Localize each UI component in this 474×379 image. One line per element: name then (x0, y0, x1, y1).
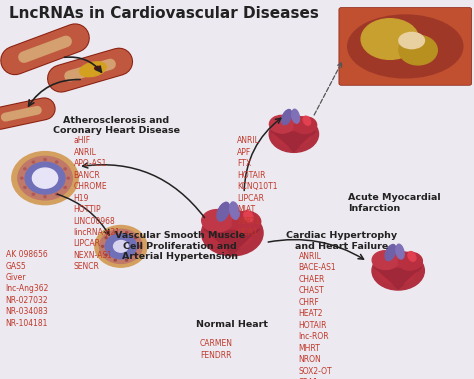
Text: Acute Myocardial
Infarction: Acute Myocardial Infarction (348, 193, 441, 213)
Circle shape (24, 186, 26, 188)
Ellipse shape (396, 246, 404, 259)
Ellipse shape (282, 110, 291, 125)
Ellipse shape (283, 110, 292, 124)
Ellipse shape (408, 252, 415, 261)
Ellipse shape (303, 117, 310, 125)
Circle shape (55, 193, 58, 195)
Circle shape (25, 162, 65, 194)
Ellipse shape (396, 244, 404, 258)
Ellipse shape (245, 211, 253, 221)
Polygon shape (273, 132, 314, 150)
Ellipse shape (374, 253, 398, 269)
Polygon shape (271, 131, 316, 152)
Polygon shape (374, 268, 421, 289)
Polygon shape (204, 229, 260, 255)
Ellipse shape (201, 210, 232, 232)
Circle shape (32, 168, 58, 188)
Ellipse shape (385, 246, 395, 260)
Ellipse shape (273, 121, 311, 147)
Circle shape (114, 232, 116, 233)
Ellipse shape (214, 224, 246, 242)
Ellipse shape (229, 204, 239, 219)
Ellipse shape (398, 252, 422, 270)
Ellipse shape (271, 117, 294, 133)
Circle shape (18, 157, 72, 200)
Ellipse shape (292, 111, 299, 123)
Circle shape (32, 193, 35, 195)
Ellipse shape (201, 210, 263, 256)
Circle shape (105, 254, 107, 256)
Circle shape (138, 246, 140, 247)
Circle shape (105, 237, 107, 239)
Text: CARMEN
FENDRR: CARMEN FENDRR (199, 339, 232, 360)
Ellipse shape (409, 252, 416, 261)
Ellipse shape (386, 244, 396, 260)
Circle shape (135, 254, 137, 256)
Ellipse shape (204, 212, 232, 232)
Circle shape (32, 161, 35, 163)
Ellipse shape (376, 257, 416, 284)
Circle shape (21, 177, 23, 179)
Circle shape (12, 152, 78, 205)
Text: aHIF
ANRIL
APO-AS1
BANCR
CHROME
H19
HOTTIP
LINC00968
lincRNA-p21
LIPCAR
NEXN-AS1: aHIF ANRIL APO-AS1 BANCR CHROME H19 HOTT… (73, 136, 120, 271)
Ellipse shape (230, 202, 239, 219)
Ellipse shape (372, 251, 398, 269)
Ellipse shape (232, 211, 261, 232)
Ellipse shape (399, 32, 424, 49)
Ellipse shape (294, 117, 317, 133)
Ellipse shape (218, 202, 229, 221)
Text: Normal Heart: Normal Heart (196, 320, 268, 329)
Circle shape (100, 229, 142, 263)
Ellipse shape (269, 116, 319, 152)
Circle shape (24, 168, 26, 170)
Circle shape (67, 177, 69, 179)
Ellipse shape (383, 263, 409, 278)
Ellipse shape (217, 204, 228, 221)
Circle shape (114, 259, 116, 261)
Text: LncRNAs in Cardiovascular Diseases: LncRNAs in Cardiovascular Diseases (9, 6, 319, 21)
Ellipse shape (294, 118, 315, 133)
Ellipse shape (398, 254, 420, 270)
Circle shape (55, 161, 58, 163)
Ellipse shape (95, 66, 100, 70)
Ellipse shape (232, 213, 259, 232)
Polygon shape (206, 230, 257, 253)
Ellipse shape (206, 217, 254, 249)
Ellipse shape (244, 212, 252, 222)
Text: ANRIL
BACE-AS1
CHAER
CHAST
CHRF
HEAT2
HOTAIR
lnc-ROR
MHRT
NRON
SOX2-OT
SRA1: ANRIL BACE-AS1 CHAER CHAST CHRF HEAT2 HO… (299, 252, 336, 379)
Text: ANRIL
APF
FTX
HOTAIR
KCNQ10T1
LIPCAR
MIAT
MIRT1
UCA1: ANRIL APF FTX HOTAIR KCNQ10T1 LIPCAR MIA… (237, 136, 277, 237)
Circle shape (95, 226, 147, 267)
Ellipse shape (269, 115, 294, 133)
Ellipse shape (80, 62, 106, 77)
Text: AK 098656
GAS5
Giver
lnc-Ang362
NR-027032
NR-034083
NR-104181: AK 098656 GAS5 Giver lnc-Ang362 NR-02703… (6, 250, 49, 328)
Ellipse shape (372, 251, 424, 290)
Circle shape (44, 196, 46, 197)
Ellipse shape (225, 230, 249, 244)
Circle shape (126, 259, 128, 261)
Circle shape (105, 234, 137, 259)
Text: Atherosclerosis and
Coronary Heart Disease: Atherosclerosis and Coronary Heart Disea… (53, 116, 180, 135)
Circle shape (126, 232, 128, 233)
Text: Vascular Smooth Muscle
Cell Proliferation and
Arterial Hypertension: Vascular Smooth Muscle Cell Proliferatio… (115, 231, 245, 261)
Ellipse shape (347, 15, 463, 78)
Circle shape (135, 237, 137, 239)
Ellipse shape (392, 268, 412, 280)
Ellipse shape (280, 127, 304, 141)
Circle shape (44, 159, 46, 160)
Circle shape (101, 246, 104, 247)
Circle shape (114, 241, 128, 252)
Ellipse shape (292, 109, 300, 123)
Ellipse shape (399, 35, 437, 65)
Ellipse shape (361, 19, 419, 60)
Ellipse shape (304, 116, 310, 125)
Ellipse shape (288, 132, 307, 143)
Polygon shape (376, 268, 419, 288)
FancyBboxPatch shape (339, 8, 472, 85)
Text: Cardiac Hypertrophy
and Heart Failure: Cardiac Hypertrophy and Heart Failure (286, 231, 397, 251)
Circle shape (64, 168, 66, 170)
Circle shape (64, 186, 66, 188)
